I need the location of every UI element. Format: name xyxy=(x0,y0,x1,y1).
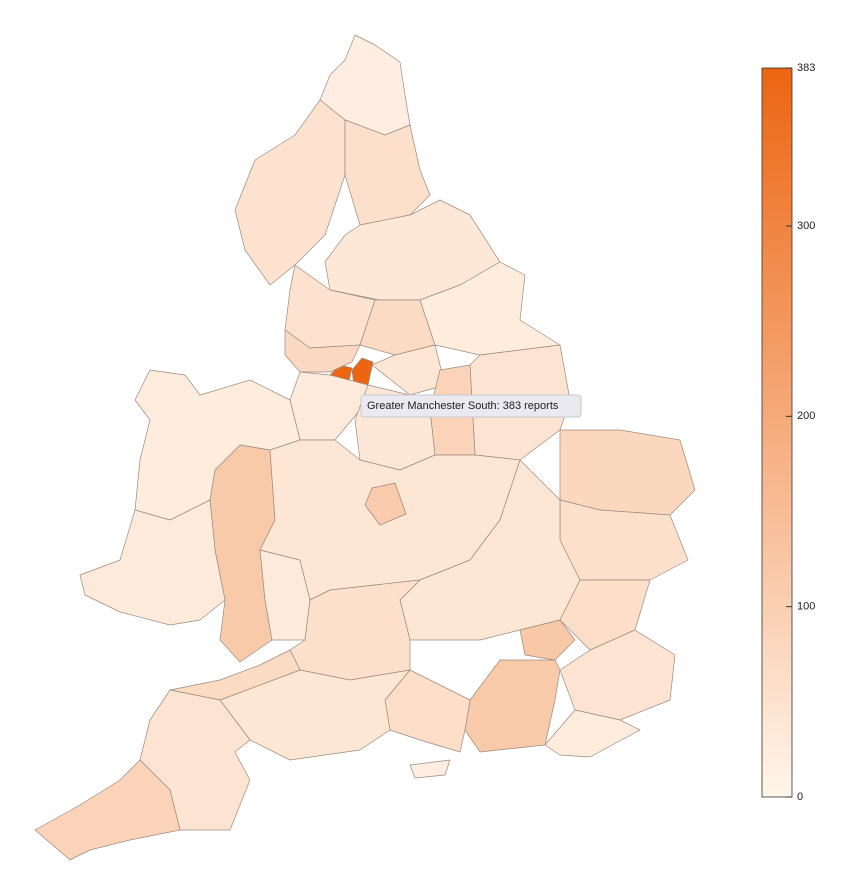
region xyxy=(34,759,181,861)
tick-label: 100 xyxy=(797,601,815,613)
tick-label: 0 xyxy=(797,791,803,803)
region xyxy=(519,619,576,661)
region xyxy=(544,709,641,758)
tick-label: 383 xyxy=(797,62,815,74)
region xyxy=(344,119,431,226)
region xyxy=(371,344,446,396)
tick-label: 300 xyxy=(797,220,815,232)
region xyxy=(79,499,226,626)
color-bar-ticks: 0 100 200 300 383 xyxy=(786,62,815,803)
tooltip-box xyxy=(360,394,582,418)
region xyxy=(409,759,451,779)
region xyxy=(284,329,361,373)
region xyxy=(559,629,676,721)
tooltip: Greater Manchester South: 383 reports xyxy=(360,394,582,418)
region-layer xyxy=(34,34,696,861)
region xyxy=(559,429,696,516)
tick-label: 200 xyxy=(797,410,815,422)
region xyxy=(259,439,521,601)
region xyxy=(464,659,561,753)
tooltip-text: Greater Manchester South: 383 reports xyxy=(367,400,559,412)
color-bar xyxy=(761,67,793,798)
